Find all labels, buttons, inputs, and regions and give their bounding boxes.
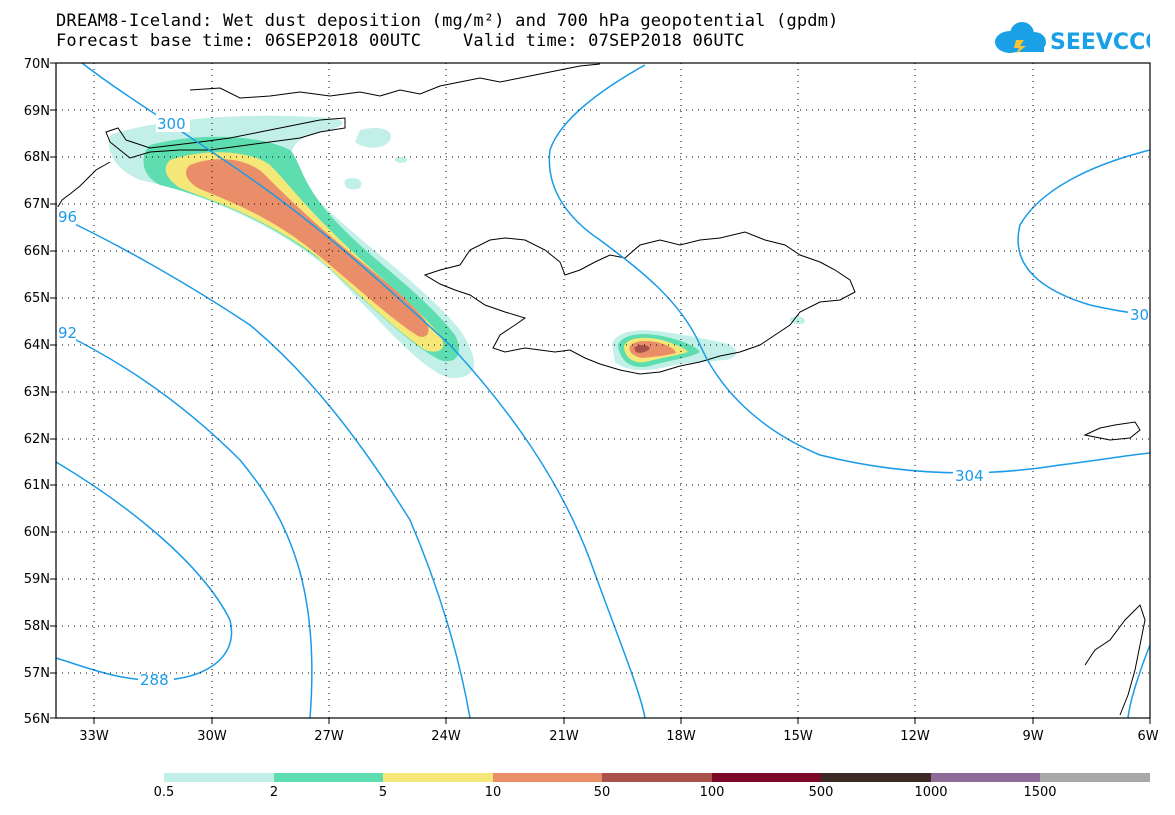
- lat-lon-grid: [56, 63, 1150, 718]
- faroe-coast: [1083, 421, 1141, 441]
- lon-label: 12W: [900, 729, 930, 744]
- contour-296: [55, 214, 471, 719]
- lon-label: 27W: [314, 729, 344, 744]
- coastlines: [55, 63, 1146, 716]
- logo-text: SEEVCCC: [1050, 30, 1150, 55]
- legend-label: 5: [378, 785, 388, 800]
- greenland-coast-north: [189, 63, 601, 99]
- lon-label: 21W: [549, 729, 579, 744]
- contour-292: [55, 329, 313, 719]
- scotland-coast: [1084, 604, 1146, 716]
- contour-label-304: 304: [955, 467, 984, 485]
- contour-304: [548, 64, 1151, 474]
- lat-label: 56N: [24, 712, 50, 727]
- legend-swatch: [602, 773, 712, 782]
- contour-label-296: 96: [58, 208, 77, 226]
- legend-swatch: [931, 773, 1040, 782]
- contour-labels: 300 96 92 288 304 30: [56, 114, 1150, 689]
- contour-east-edge: [1127, 644, 1151, 719]
- lon-label: 9W: [1022, 729, 1043, 744]
- contour-label-292: 92: [58, 324, 77, 342]
- map-frame: [55, 62, 1151, 719]
- legend-label: 1000: [914, 785, 948, 800]
- lat-label: 61N: [24, 478, 50, 493]
- seevccc-logo: SEEVCCC: [995, 22, 1150, 55]
- legend-swatch: [274, 773, 383, 782]
- contour-300: [81, 62, 646, 719]
- contour-label-288: 288: [140, 671, 169, 689]
- greenland-coast-west: [55, 161, 111, 211]
- lat-label: 70N: [24, 57, 50, 72]
- lon-axis-labels: 33W 30W 27W 24W 21W 18W 15W 12W 9W 6W: [79, 729, 1158, 744]
- contour-288: [55, 461, 233, 681]
- lat-axis-labels: 70N 69N 68N 67N 66N 65N 64N 63N 62N 61N …: [24, 57, 50, 727]
- legend-label: 1500: [1023, 785, 1057, 800]
- legend-label: 0.5: [153, 785, 175, 800]
- lat-label: 57N: [24, 666, 50, 681]
- legend-label: 50: [593, 785, 611, 800]
- map-subtitle: Forecast base time: 06SEP2018 00UTC Vali…: [56, 31, 745, 51]
- lat-label: 68N: [24, 150, 50, 165]
- lon-label: 6W: [1137, 729, 1158, 744]
- legend-label: 500: [808, 785, 834, 800]
- legend-label: 2: [269, 785, 279, 800]
- legend-swatch: [383, 773, 493, 782]
- lat-label: 59N: [24, 572, 50, 587]
- lon-label: 15W: [783, 729, 813, 744]
- lat-label: 67N: [24, 197, 50, 212]
- lat-label: 65N: [24, 291, 50, 306]
- lon-label: 18W: [666, 729, 696, 744]
- legend-swatch: [164, 773, 274, 782]
- lat-label: 69N: [24, 104, 50, 119]
- map-title: DREAM8-Iceland: Wet dust deposition (mg/…: [56, 11, 839, 31]
- lon-label: 24W: [431, 729, 461, 744]
- lon-label: 30W: [197, 729, 227, 744]
- cloud-icon: [995, 22, 1046, 54]
- legend-swatch: [1040, 773, 1150, 782]
- contour-label-30: 30: [1130, 306, 1149, 324]
- lat-label: 66N: [24, 244, 50, 259]
- iceland-coast: [423, 231, 856, 375]
- dust-plume-northwest: [108, 115, 474, 379]
- legend-swatch: [821, 773, 931, 782]
- legend-label: 10: [484, 785, 502, 800]
- contour-label-300: 300: [157, 115, 186, 133]
- contour-30x-east: [1017, 149, 1151, 316]
- legend-swatch: [493, 773, 602, 782]
- lat-label: 60N: [24, 525, 50, 540]
- geopotential-contours: [55, 62, 1151, 719]
- lat-label: 58N: [24, 619, 50, 634]
- greenland-coast: [105, 117, 346, 159]
- lat-label: 62N: [24, 432, 50, 447]
- legend-label: 100: [699, 785, 725, 800]
- legend-swatch: [712, 773, 821, 782]
- lat-label: 63N: [24, 385, 50, 400]
- axis-ticks: [50, 62, 1151, 724]
- lat-label: 64N: [24, 338, 50, 353]
- lon-label: 33W: [79, 729, 109, 744]
